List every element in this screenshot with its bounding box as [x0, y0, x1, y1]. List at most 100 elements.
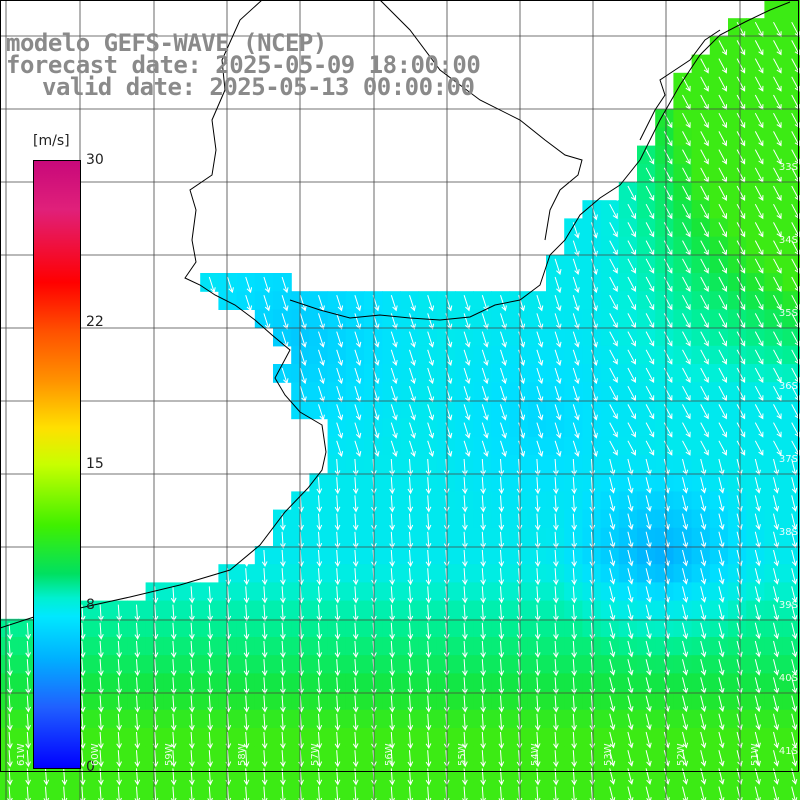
wind-speed-cell: [254, 291, 274, 310]
wind-arrow: [553, 659, 559, 677]
wind-arrow: [407, 659, 414, 677]
wind-arrow: [645, 713, 652, 731]
wind-arrow: [207, 731, 213, 750]
wind-arrow: [645, 367, 655, 384]
wind-speed-cell: [655, 455, 674, 474]
wind-arrow: [553, 549, 559, 568]
wind-speed-cell: [582, 436, 602, 456]
wind-speed-cell: [655, 546, 674, 565]
wind-arrow: [534, 713, 541, 731]
wind-speed-cell: [582, 309, 602, 329]
wind-speed-cell: [600, 709, 620, 729]
wind-speed-cell: [491, 291, 511, 310]
wind-arrow: [261, 659, 268, 677]
wind-arrow: [627, 422, 636, 438]
wind-arrow: [263, 276, 271, 294]
wind-arrow: [682, 713, 689, 731]
wind-speed-cell: [782, 327, 800, 347]
wind-arrow: [571, 513, 577, 531]
wind-arrow: [591, 222, 598, 239]
wind-arrow: [407, 677, 414, 695]
wind-arrow: [700, 659, 707, 676]
wind-speed-cell: [600, 582, 620, 602]
wind-speed-cell: [728, 509, 747, 529]
coastline-path: [0, 0, 327, 629]
wind-arrow: [407, 622, 414, 640]
wind-arrow: [518, 313, 526, 330]
wind-speed-cell: [746, 782, 765, 800]
wind-arrow: [773, 40, 782, 56]
wind-arrow: [207, 677, 213, 695]
wind-arrow: [334, 659, 341, 677]
wind-speed-cell: [546, 254, 565, 274]
wind-arrow: [773, 477, 780, 494]
wind-speed-cell: [655, 746, 674, 765]
wind-arrow: [645, 622, 652, 640]
wind-speed-cell: [382, 400, 401, 420]
wind-speed-cell: [746, 618, 765, 638]
wind-arrow: [773, 349, 782, 365]
wind-arrow: [627, 404, 636, 420]
wind-speed-cell: [691, 582, 711, 602]
wind-speed-cell: [254, 309, 274, 329]
wind-speed-cell: [382, 345, 401, 365]
wind-arrow: [462, 586, 468, 604]
wind-arrow: [498, 695, 505, 713]
wind-arrow: [736, 440, 746, 456]
wind-arrow: [663, 349, 673, 365]
wind-arrow: [627, 477, 634, 494]
wind-arrow: [299, 313, 307, 330]
wind-arrow: [463, 367, 471, 385]
wind-speed-cell: [455, 400, 474, 420]
wind-arrow: [718, 750, 725, 767]
wind-arrow: [736, 222, 746, 238]
wind-arrow: [389, 513, 395, 531]
wind-speed-cell: [673, 491, 693, 511]
wind-arrow: [134, 695, 141, 713]
wind-arrow: [571, 604, 577, 622]
wind-speed-cell: [691, 673, 711, 693]
wind-arrow: [425, 458, 432, 477]
wind-arrow: [773, 112, 782, 129]
wind-speed-cell: [782, 236, 800, 256]
wind-arrow: [409, 367, 416, 385]
wind-arrow: [79, 713, 86, 731]
wind-arrow: [462, 622, 468, 640]
wind-arrow: [427, 331, 435, 348]
wind-arrow: [498, 713, 505, 731]
wind-arrow: [791, 76, 800, 92]
wind-arrow: [700, 731, 707, 749]
wind-arrow: [480, 604, 486, 622]
wind-arrow: [261, 750, 268, 768]
wind-arrow: [25, 695, 31, 713]
wind-speed-cell: [564, 327, 583, 347]
wind-arrow: [754, 659, 761, 676]
wind-speed-cell: [673, 546, 693, 565]
wind-arrow: [352, 750, 359, 768]
wind-speed-cell: [582, 327, 602, 347]
wind-arrow: [754, 185, 764, 202]
wind-arrow: [627, 586, 634, 603]
wind-speed-cell: [345, 436, 365, 456]
wind-arrow: [352, 549, 359, 568]
wind-arrow: [480, 513, 486, 531]
wind-speed-cell: [618, 655, 638, 674]
wind-arrow: [645, 458, 652, 476]
wind-arrow: [498, 586, 505, 604]
map-frame: [0, 0, 799, 772]
wind-arrow: [773, 495, 780, 512]
wind-arrow: [189, 750, 195, 768]
wind-arrow: [718, 76, 727, 92]
wind-arrow: [791, 349, 800, 365]
wind-arrow: [773, 76, 782, 92]
wind-arrow: [409, 349, 416, 366]
wind-arrow: [425, 477, 432, 495]
wind-arrow: [534, 549, 541, 568]
wind-speed-cell: [382, 382, 401, 401]
wind-arrow: [170, 604, 177, 622]
wind-arrow: [572, 276, 580, 294]
wind-arrow: [480, 731, 486, 750]
wind-speed-cell: [782, 0, 800, 19]
wind-arrow: [534, 677, 541, 695]
